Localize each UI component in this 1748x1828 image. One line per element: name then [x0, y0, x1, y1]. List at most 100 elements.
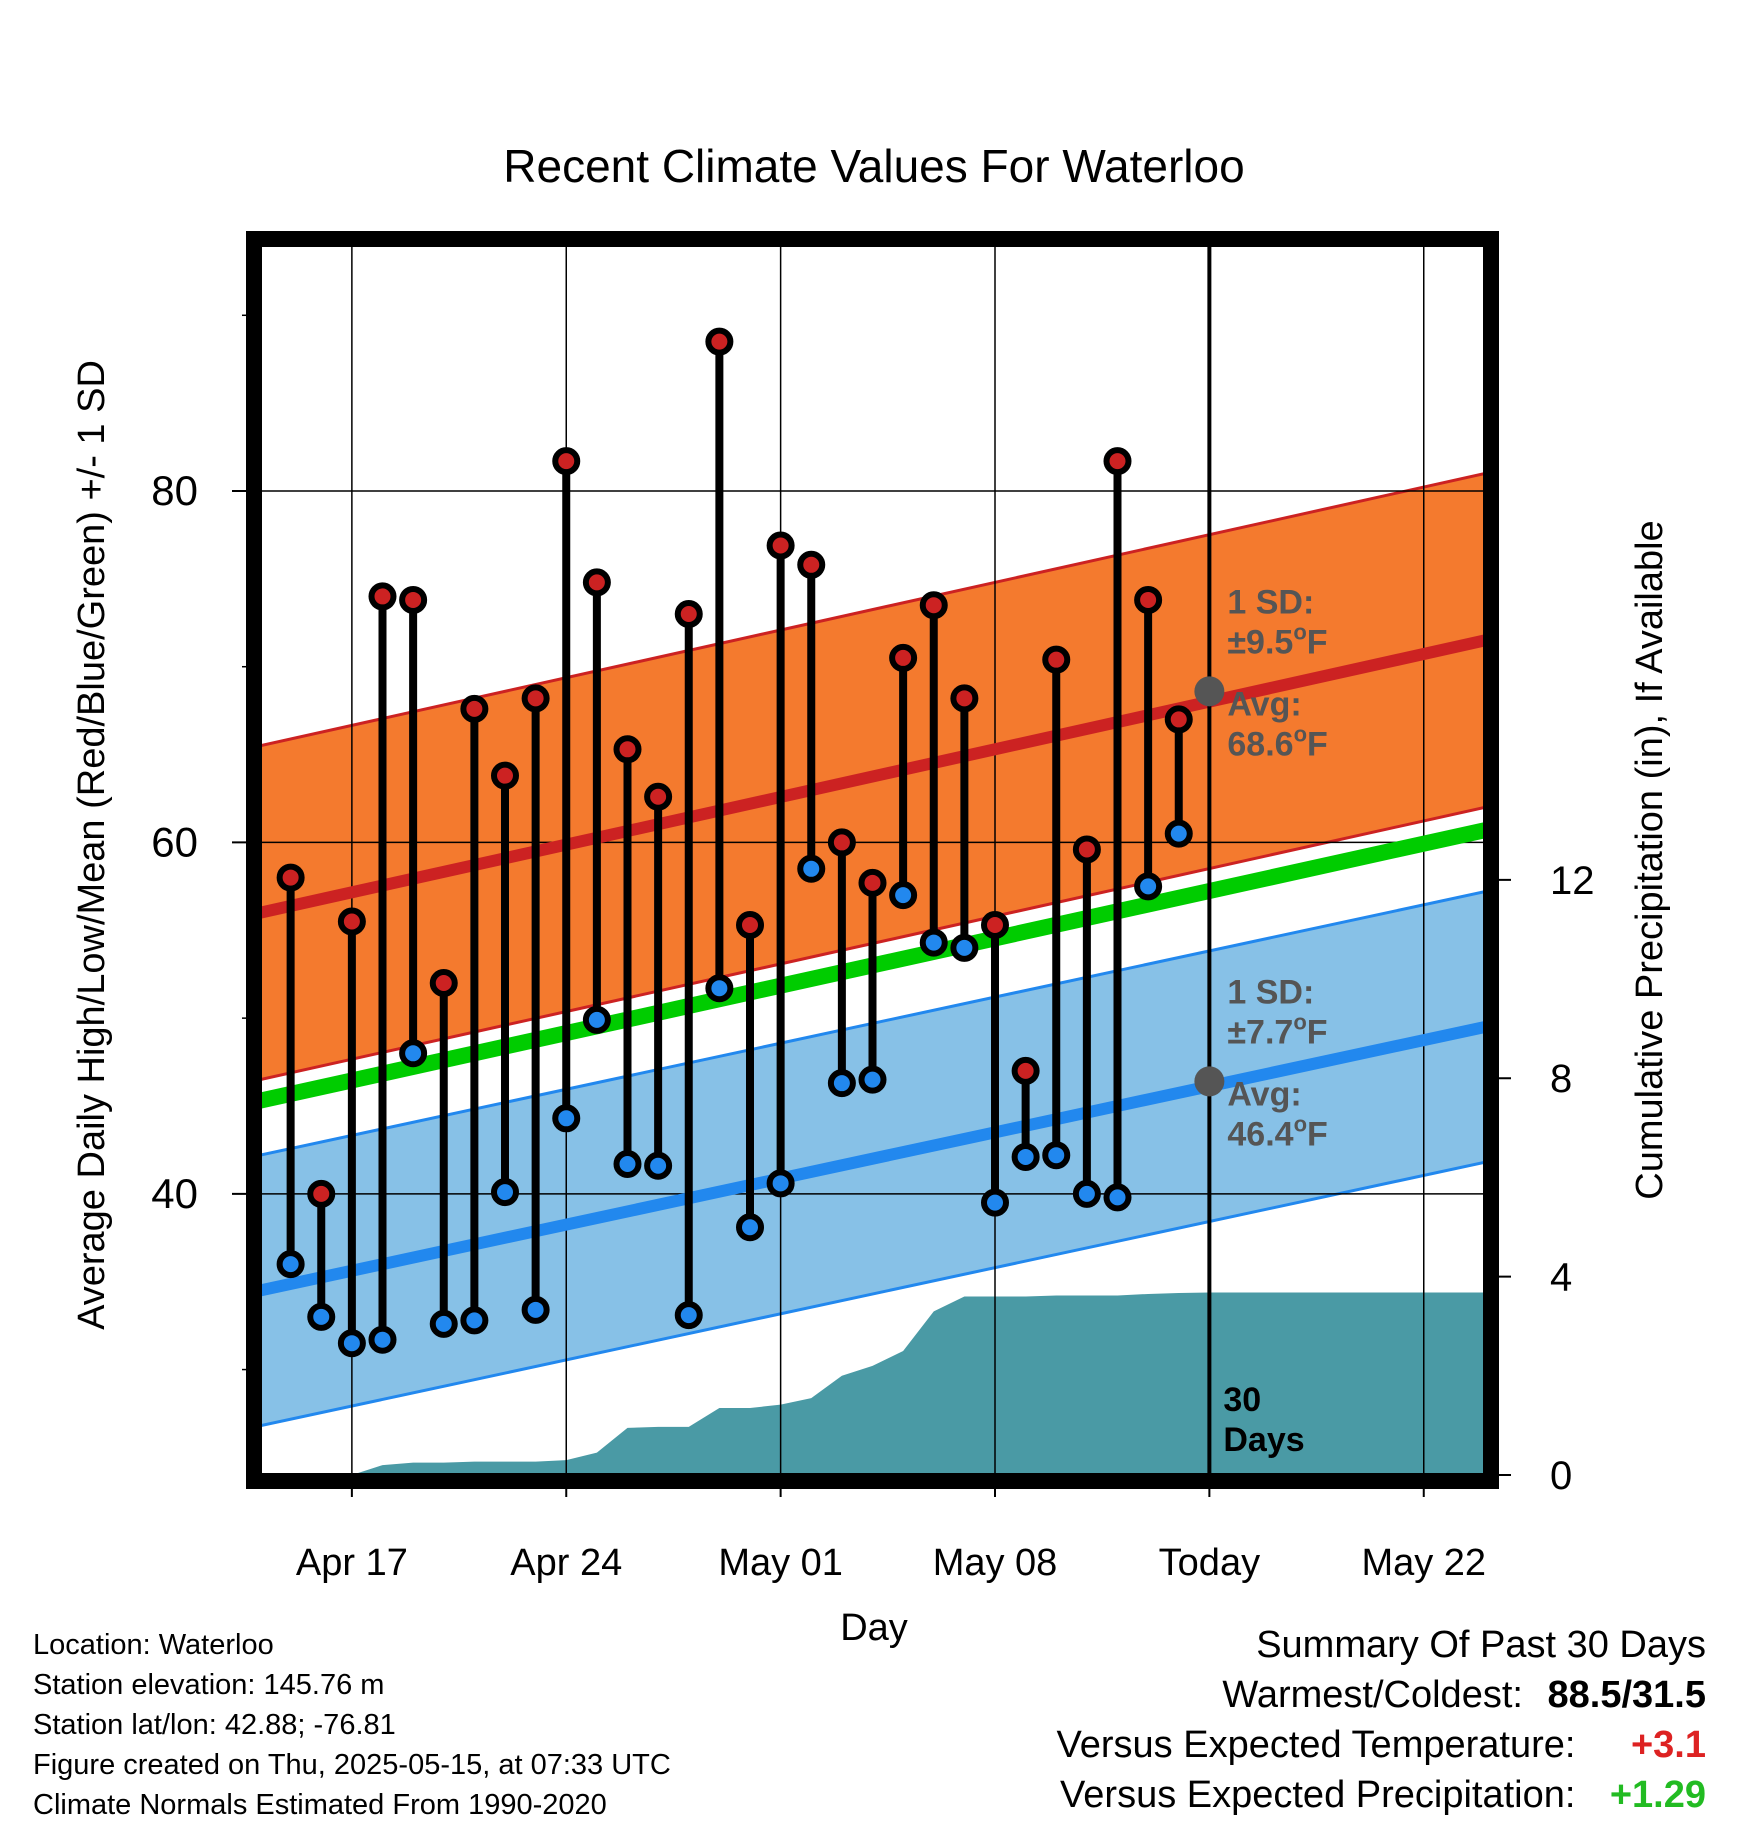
- high-sd-value: ±9.5oF: [1227, 619, 1327, 661]
- high-point: [1134, 585, 1163, 614]
- today-high-avg-marker: [1194, 676, 1225, 707]
- annotation-part: o: [1294, 1111, 1307, 1136]
- high-point: [337, 907, 366, 936]
- high-point: [276, 863, 305, 892]
- x-tick-label: Apr 24: [510, 1542, 622, 1584]
- annotation-part: Avg:: [1227, 1075, 1301, 1113]
- high-sd-label: 1 SD:: [1227, 583, 1314, 621]
- annotation-part: F: [1307, 623, 1328, 661]
- summary-precip-value: +1.29: [1609, 1774, 1706, 1816]
- high-point: [552, 447, 581, 476]
- low-avg-label: Avg:: [1227, 1075, 1301, 1113]
- y2-axis-label: Cumulative Precipitation (in), If Availa…: [1629, 520, 1671, 1199]
- meta-elevation: Station elevation: 145.76 m: [33, 1669, 385, 1701]
- high-point: [613, 735, 642, 764]
- high-point: [736, 911, 764, 940]
- low-point: [766, 1169, 795, 1198]
- x-axis-label: Day: [840, 1607, 908, 1649]
- high-point: [307, 1179, 336, 1208]
- meta-normals: Climate Normals Estimated From 1990-2020: [33, 1789, 607, 1821]
- high-point: [1042, 645, 1071, 674]
- low-normal-line: [260, 1021, 1485, 1297]
- high-point: [491, 761, 519, 790]
- low-point: [582, 1005, 611, 1034]
- annotation-part: 1 SD:: [1227, 973, 1314, 1011]
- high-point: [705, 327, 734, 356]
- low-point: [981, 1188, 1009, 1217]
- annotation-part: o: [1294, 721, 1307, 746]
- high-point: [1072, 835, 1101, 864]
- summary-title: Summary Of Past 30 Days: [1256, 1624, 1706, 1666]
- y2-tick-label: 8: [1550, 1057, 1572, 1101]
- high-point: [981, 911, 1009, 940]
- low-point: [491, 1178, 519, 1207]
- annotation-part: Avg:: [1227, 685, 1301, 723]
- high-normal-line: [260, 634, 1485, 919]
- y2-tick-label: 4: [1550, 1256, 1572, 1300]
- summary-temp-label: Versus Expected Temperature:: [1056, 1724, 1576, 1766]
- low-point: [1134, 872, 1163, 901]
- meta-latlon: Station lat/lon: 42.88; -76.81: [33, 1709, 396, 1741]
- y-tick-label: 40: [151, 1170, 198, 1217]
- high-point: [1011, 1056, 1040, 1085]
- summary-warm-cold-value: 88.5/31.5: [1547, 1674, 1706, 1716]
- low-point: [552, 1104, 581, 1133]
- meta-created: Figure created on Thu, 2025-05-15, at 07…: [33, 1749, 671, 1781]
- low-point: [644, 1151, 673, 1180]
- low-point: [337, 1329, 366, 1358]
- high-point: [889, 643, 918, 672]
- low-point: [1011, 1142, 1040, 1171]
- annotation-part: F: [1307, 1013, 1328, 1051]
- high-point: [429, 969, 458, 997]
- high-point: [766, 531, 795, 560]
- summary-warm-cold: Warmest/Coldest: 88.5/31.5: [1222, 1674, 1706, 1717]
- annotation-part: ±7.7: [1227, 1013, 1293, 1051]
- x-tick-label: May 22: [1361, 1542, 1486, 1584]
- high-point: [644, 782, 673, 811]
- high-point: [368, 582, 397, 611]
- low-point: [1042, 1141, 1071, 1170]
- high-point: [1103, 447, 1132, 476]
- low-point: [276, 1250, 305, 1279]
- high-point: [827, 828, 856, 857]
- low-point: [797, 854, 826, 883]
- low-point: [613, 1149, 642, 1178]
- annotation-part: o: [1293, 619, 1306, 644]
- high-point: [797, 550, 826, 579]
- x-tick-label: Today: [1159, 1542, 1260, 1584]
- y2-tick-label: 0: [1550, 1454, 1572, 1498]
- high-point: [399, 585, 428, 614]
- period-unit: Days: [1223, 1421, 1304, 1459]
- high-point: [1164, 705, 1193, 734]
- high-point: [858, 868, 887, 897]
- low-point: [429, 1309, 458, 1338]
- annotation-part: 46.4: [1227, 1115, 1293, 1153]
- low-point: [460, 1306, 489, 1335]
- x-tick-label: Apr 17: [296, 1542, 408, 1584]
- low-point: [950, 933, 979, 962]
- low-point: [399, 1039, 428, 1068]
- low-point: [1103, 1183, 1132, 1212]
- meta-location: Location: Waterloo: [33, 1629, 274, 1661]
- summary-warm-cold-label: Warmest/Coldest:: [1222, 1674, 1523, 1716]
- period-number: 30: [1223, 1381, 1261, 1419]
- summary-temp-value: +3.1: [1630, 1724, 1706, 1766]
- low-point: [889, 881, 918, 910]
- low-point: [858, 1065, 887, 1094]
- annotation-part: 68.6: [1227, 725, 1293, 763]
- high-point: [674, 600, 703, 628]
- annotation-part: ±9.5: [1227, 623, 1293, 661]
- low-avg-value: 46.4oF: [1227, 1111, 1327, 1153]
- today-low-avg-marker: [1194, 1066, 1225, 1097]
- low-point: [521, 1295, 550, 1324]
- x-tick-label: May 08: [933, 1542, 1058, 1584]
- high-point: [950, 684, 979, 713]
- high-point: [521, 684, 550, 713]
- high-point: [919, 591, 948, 620]
- annotation-part: 1 SD:: [1227, 583, 1314, 621]
- x-tick-label: May 01: [718, 1542, 843, 1584]
- high-point: [582, 568, 611, 597]
- precipitation-area: [351, 1292, 1485, 1475]
- low-point: [307, 1302, 336, 1331]
